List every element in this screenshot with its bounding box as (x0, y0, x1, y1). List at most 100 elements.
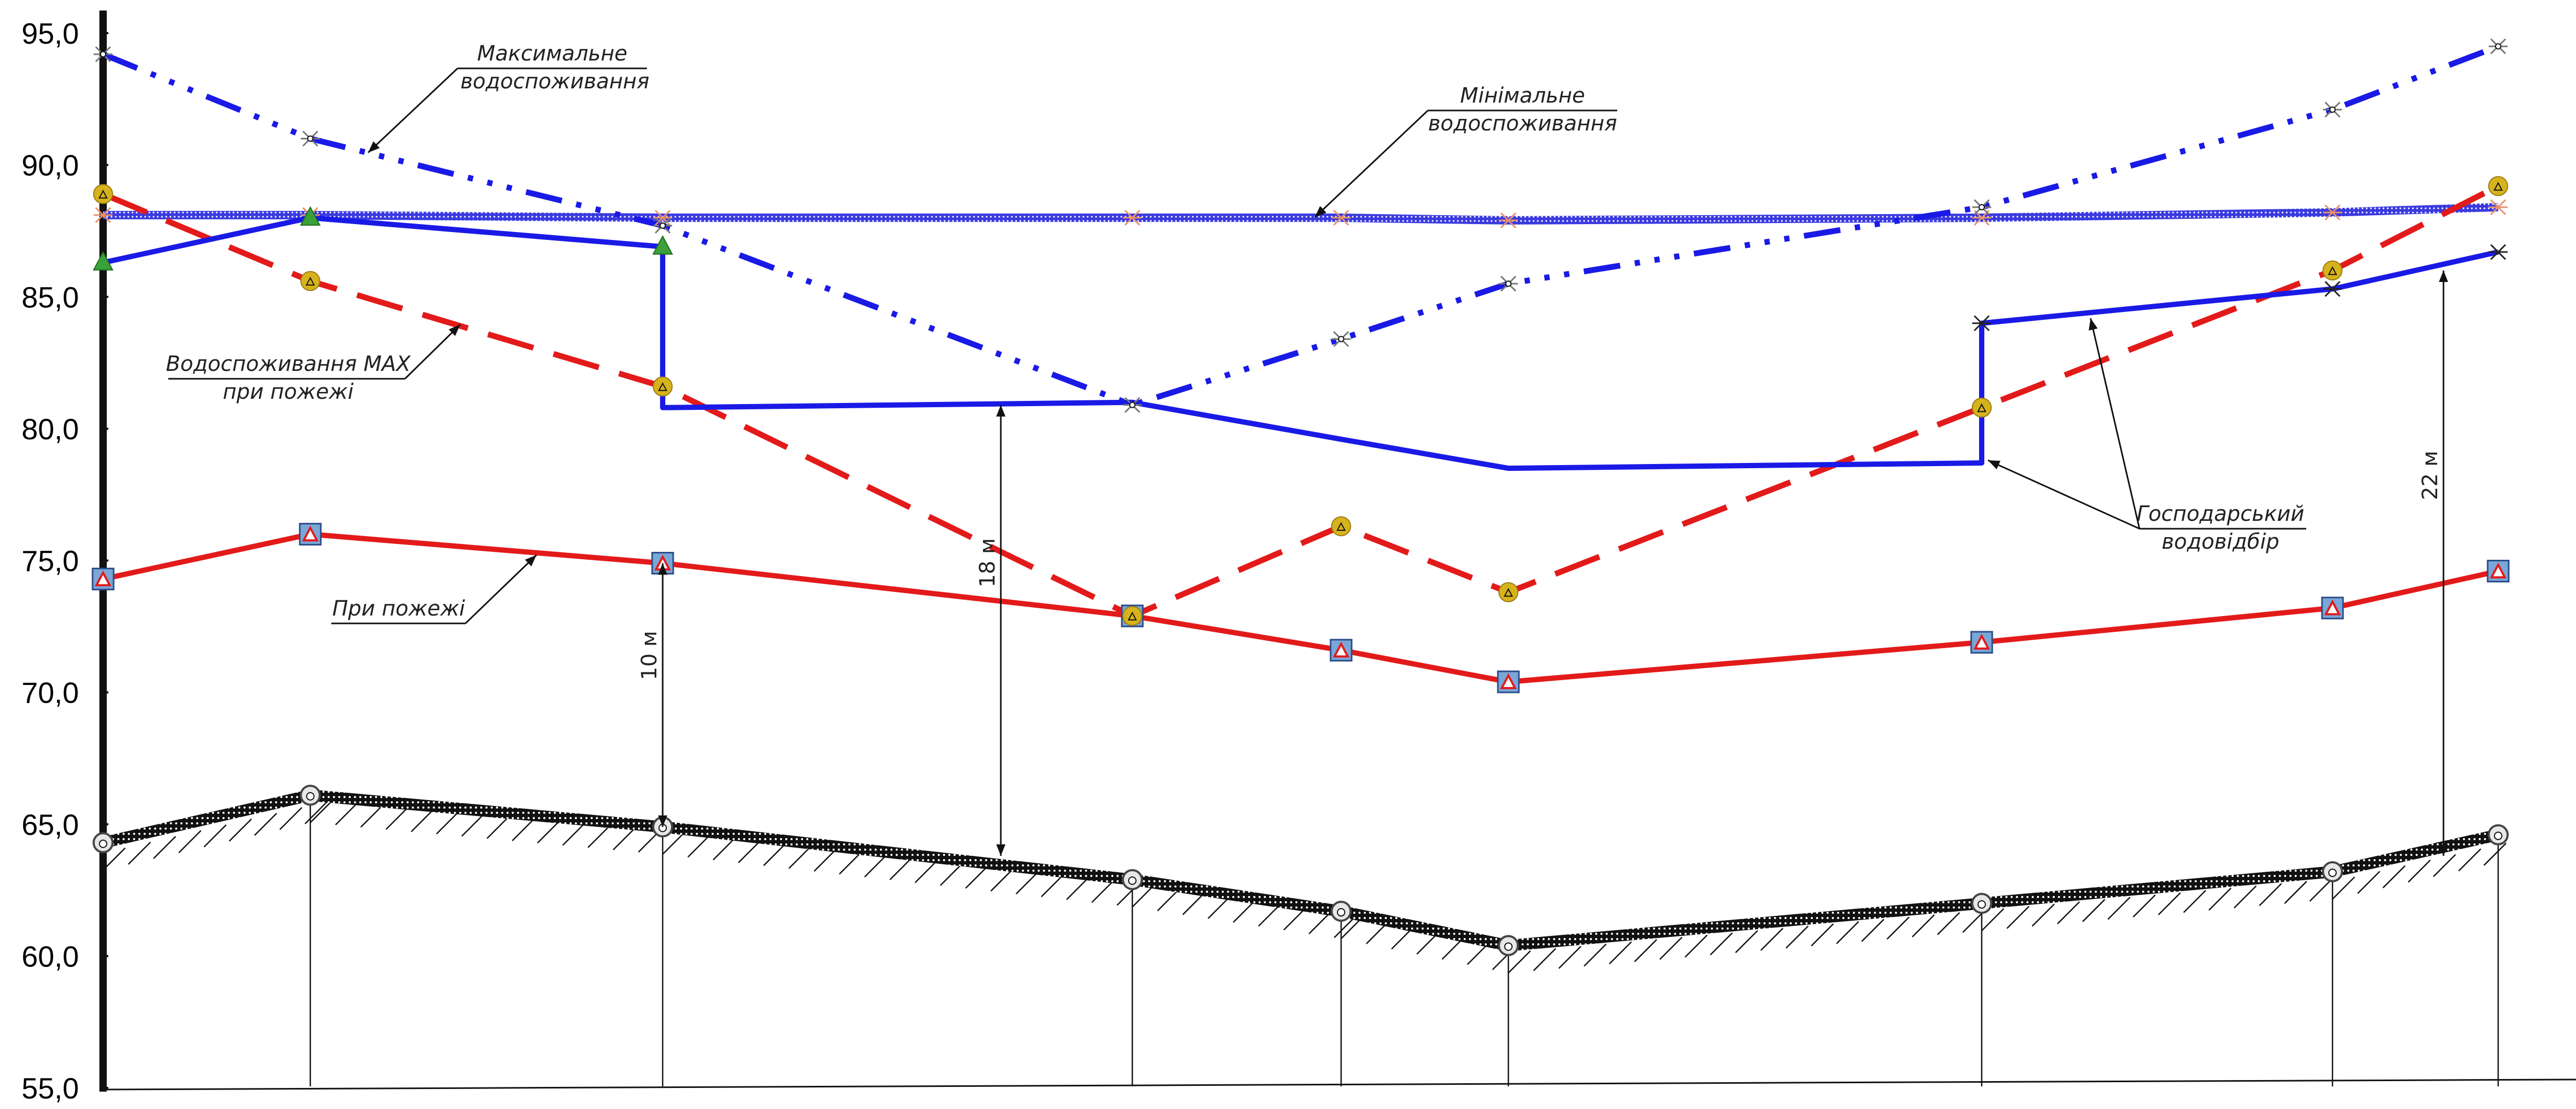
annotation-household: Господарський водовідбір (1987, 318, 2306, 554)
hatch-stroke (687, 834, 711, 858)
y-tick-labels: 95,0 90,0 85,0 80,0 75,0 70,0 65,0 60,0 55,0 (22, 17, 108, 1105)
hatch-stroke (2133, 894, 2156, 918)
hatch-stroke (1937, 912, 1960, 935)
hatch-stroke (713, 837, 736, 861)
hatch-stroke (2082, 899, 2105, 922)
hatch-stroke (1811, 923, 1834, 946)
series-household-line (102, 215, 2499, 471)
hatch-stroke (1132, 884, 1155, 908)
hatch-stroke (305, 801, 328, 824)
hatch-stroke (1157, 888, 1180, 912)
y-tick-label: 75,0 (22, 545, 79, 578)
y-tick-label: 60,0 (22, 940, 79, 973)
dimension-label: 22 м (2418, 451, 2442, 500)
hatch-stroke (1760, 927, 1783, 951)
hatch-stroke (1786, 925, 1809, 949)
hatch-stroke (512, 818, 535, 841)
hatch-stroke (1685, 934, 1708, 958)
annotation-max-line1: Максимальне (477, 42, 627, 66)
series-max-fire-line (102, 183, 2500, 619)
hatch-stroke (1258, 903, 1281, 927)
hatch-stroke (1861, 919, 1884, 942)
hatch-stroke (2433, 854, 2456, 878)
hatch-stroke (788, 845, 812, 869)
hatch-stroke (229, 818, 252, 842)
hatch-stroke (153, 835, 176, 859)
hatch-stroke (889, 857, 912, 881)
hatch-stroke (411, 809, 434, 832)
station-lines (309, 795, 2499, 1086)
y-tick-label: 80,0 (22, 412, 79, 446)
ground-marker-inner (1504, 942, 1513, 951)
hatch-stroke (2259, 883, 2282, 906)
leader-line-upper (2088, 318, 2141, 529)
hatch-stroke (864, 854, 887, 878)
hatch-stroke (1309, 911, 1332, 934)
fire-marker-triangle (2324, 599, 2341, 616)
hatch-stroke (1735, 930, 1758, 953)
annotation-fire: При пожежі (331, 554, 537, 624)
hatch-stroke (1508, 950, 1531, 974)
hatch-stroke (2357, 871, 2380, 894)
max-marker-dot (1505, 280, 1512, 287)
hatch-stroke (1962, 910, 1985, 933)
max-fire-marker (300, 271, 320, 291)
hatch-stroke (1283, 907, 1306, 931)
hatch-stroke (537, 820, 560, 844)
hatch-stroke (461, 813, 484, 837)
max-fire-marker-triangle (1977, 403, 1986, 412)
hatch-stroke (1533, 948, 1556, 971)
fire-marker-triangle (95, 570, 111, 587)
hatch-stroke (1558, 945, 1581, 969)
marker-layer (92, 38, 2510, 956)
max-fire-marker (2488, 176, 2508, 196)
leader-line-lower (1987, 459, 2140, 530)
hatch-stroke (1584, 943, 1607, 967)
hatch-stroke (738, 840, 761, 863)
annotation-max: Максимальне водоспоживання (367, 42, 650, 154)
hatch-stroke (613, 827, 636, 851)
hatch-stroke (1016, 871, 1039, 895)
max-marker-dot (2329, 106, 2336, 113)
max-fire-marker-triangle (306, 277, 315, 286)
max-fire-marker (2323, 260, 2342, 281)
max-marker-dot (660, 222, 666, 229)
hatch-stroke (486, 815, 510, 839)
leader-line (367, 67, 459, 154)
series-layer (102, 43, 2500, 952)
ground-marker-inner (2328, 868, 2337, 877)
ground-marker-inner (1977, 900, 1986, 909)
hatch-stroke (1659, 936, 1682, 960)
ground-marker-inner (99, 839, 107, 848)
annotation-fire-label: При пожежі (332, 597, 465, 621)
max-fire-marker-triangle (2493, 182, 2503, 191)
hatch-stroke (2183, 890, 2206, 913)
y-tick-label: 90,0 (22, 149, 79, 182)
max-marker-dot (1129, 401, 1135, 408)
max-fire-marker (1498, 582, 1518, 602)
max-fire-marker-triangle (2328, 266, 2337, 275)
hatch-stroke (204, 824, 227, 848)
annotation-min: Мінімальне водоспоживання (1314, 84, 1617, 218)
y-tick-label: 65,0 (22, 808, 79, 841)
hatch-stroke (335, 802, 358, 825)
max-marker-dot (2495, 43, 2501, 50)
hatch-stroke (814, 849, 837, 872)
hatch-stroke (178, 830, 201, 853)
fire-marker-triangle (302, 526, 319, 542)
max-fire-marker (1122, 606, 1142, 626)
dimension-label: 18 м (976, 538, 1000, 588)
max-fire-marker-triangle (1128, 611, 1137, 621)
fire-marker-triangle (1333, 641, 1350, 658)
hatch-stroke (839, 851, 862, 875)
y-tick-label: 95,0 (22, 17, 79, 50)
hatch-stroke (1233, 900, 1256, 923)
hatch-stroke (2208, 888, 2232, 911)
hatch-stroke (1634, 939, 1657, 962)
max-fire-marker-triangle (658, 382, 667, 391)
hatch-stroke (2107, 896, 2131, 920)
hatch-stroke (1710, 932, 1733, 955)
annotation-max-fire-line1: Водоспоживання MAX (166, 352, 411, 376)
hatch-stroke (1066, 877, 1089, 900)
